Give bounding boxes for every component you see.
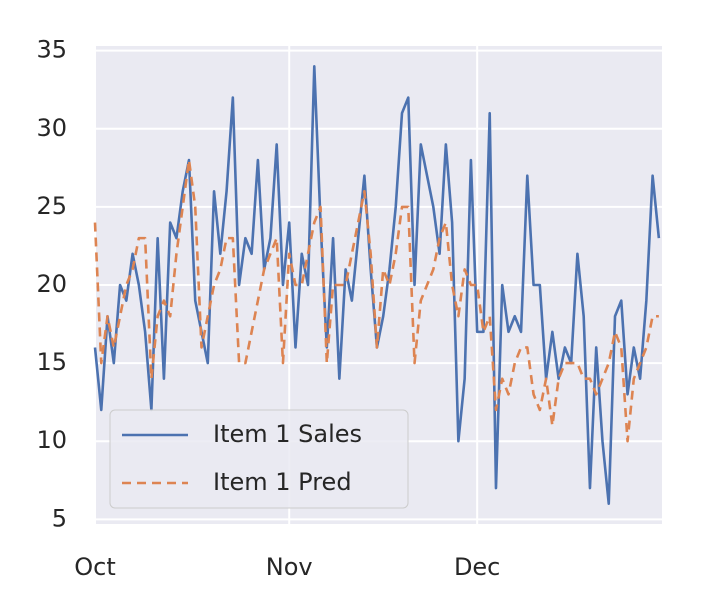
y-tick-label: 30 — [36, 114, 67, 142]
x-tick-label: Oct — [74, 553, 116, 581]
series-line — [93, 158, 659, 443]
y-tick-label: 10 — [36, 426, 67, 454]
legend-label: Item 1 Sales — [213, 420, 362, 448]
y-tick-label: 20 — [36, 270, 67, 298]
y-tick-label: 35 — [36, 36, 67, 64]
y-tick-label: 5 — [52, 504, 67, 532]
y-tick-label: 25 — [36, 192, 67, 220]
x-tick-label: Dec — [454, 553, 500, 581]
legend-label: Item 1 Pred — [213, 468, 352, 496]
x-tick-label: Nov — [266, 553, 313, 581]
legend: Item 1 Sales Item 1 Pred — [109, 409, 409, 509]
y-tick-label: 15 — [36, 348, 67, 376]
